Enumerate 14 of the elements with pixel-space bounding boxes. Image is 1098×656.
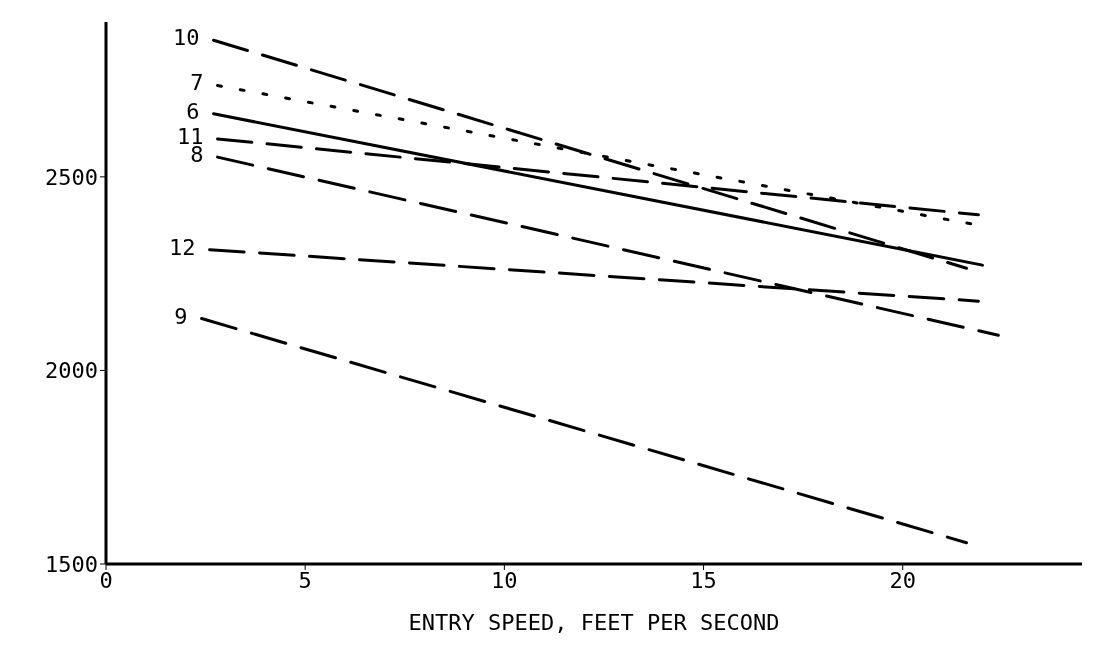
y-tick-label: 2500 bbox=[45, 164, 98, 190]
series-label: 12 bbox=[169, 234, 196, 260]
x-tick-label: 10 bbox=[491, 567, 518, 593]
series-label: 10 bbox=[173, 25, 200, 51]
series-label: 6 bbox=[186, 98, 200, 124]
x-tick-label: 5 bbox=[298, 567, 312, 593]
y-tick-label: 1500 bbox=[45, 551, 98, 577]
series-label: 9 bbox=[174, 303, 188, 329]
x-tick-label: 15 bbox=[690, 567, 717, 593]
y-tick-label: 2000 bbox=[45, 358, 98, 384]
x-tick-label: 20 bbox=[889, 567, 916, 593]
x-tick-label: 0 bbox=[99, 567, 113, 593]
x-axis-title: ENTRY SPEED, FEET PER SECOND bbox=[408, 610, 780, 635]
series-label: 7 bbox=[190, 70, 204, 96]
